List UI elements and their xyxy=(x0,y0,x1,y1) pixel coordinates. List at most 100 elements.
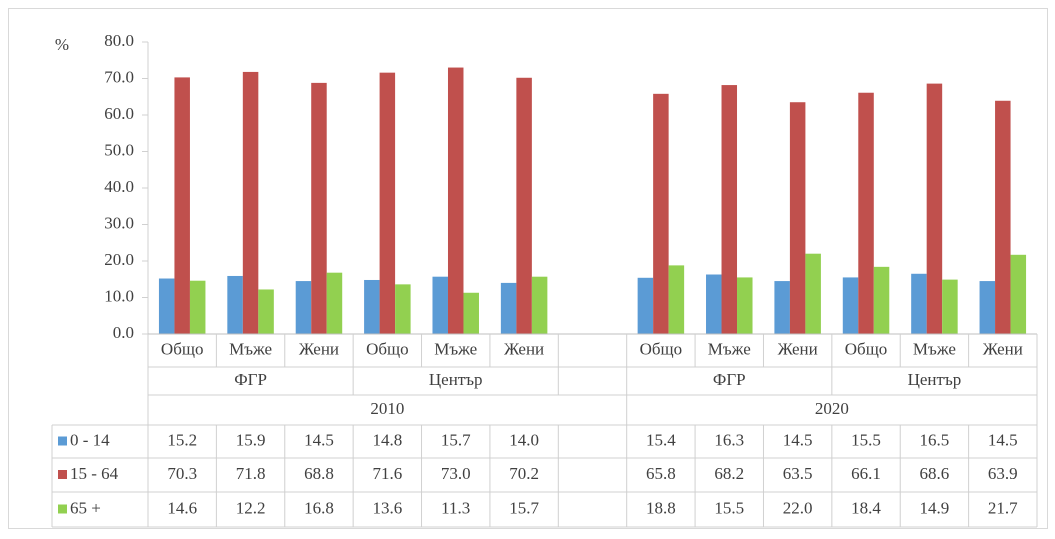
data-table-value: 70.3 xyxy=(167,464,197,483)
y-tick-label: 40.0 xyxy=(104,177,134,196)
bar xyxy=(447,67,464,335)
x-tick-label: Мъже xyxy=(434,339,477,358)
data-table-value: 16.5 xyxy=(920,430,950,449)
x-tick-label: Жени xyxy=(504,339,544,358)
group-label: Център xyxy=(429,370,483,389)
year-label: 2010 xyxy=(370,399,404,418)
bar xyxy=(516,77,532,335)
data-table-value: 14.8 xyxy=(372,430,402,449)
data-table-value: 11.3 xyxy=(441,498,470,517)
y-tick-label: 30.0 xyxy=(104,213,134,232)
data-table-value: 14.6 xyxy=(167,498,197,517)
data-table-value: 73.0 xyxy=(441,464,471,483)
data-table-value: 68.8 xyxy=(304,464,334,483)
legend-label: 15 - 64 xyxy=(70,464,119,483)
x-tick-label: Общо xyxy=(845,339,888,358)
bar xyxy=(858,92,874,334)
y-tick-label: 20.0 xyxy=(104,250,134,269)
data-table-value: 71.6 xyxy=(372,464,402,483)
x-tick-label: Общо xyxy=(640,339,683,358)
bar xyxy=(432,276,448,334)
year-label: 2020 xyxy=(815,399,849,418)
bar xyxy=(942,279,958,334)
bar xyxy=(174,77,190,334)
data-table-value: 12.2 xyxy=(236,498,266,517)
data-table-value: 63.9 xyxy=(988,464,1018,483)
bar xyxy=(842,277,859,334)
data-table-value: 15.2 xyxy=(167,430,197,449)
bar xyxy=(242,71,259,335)
bar xyxy=(227,275,243,334)
bar xyxy=(500,282,517,334)
y-tick-label: 70.0 xyxy=(104,67,134,86)
group-label: ФГР xyxy=(234,370,267,389)
bar xyxy=(873,266,890,334)
x-tick-label: Жени xyxy=(778,339,818,358)
legend-swatch xyxy=(58,436,67,446)
data-table-value: 66.1 xyxy=(851,464,881,483)
bar xyxy=(926,83,943,334)
data-table-value: 71.8 xyxy=(236,464,266,483)
bar xyxy=(311,82,327,334)
bar xyxy=(668,265,685,334)
bar xyxy=(637,277,654,334)
bar xyxy=(395,284,411,334)
data-table-value: 15.5 xyxy=(851,430,881,449)
data-table-value: 15.7 xyxy=(441,430,471,449)
bar xyxy=(158,278,175,334)
bar xyxy=(295,281,312,334)
group-label: ФГР xyxy=(713,370,746,389)
x-tick-label: Жени xyxy=(983,339,1023,358)
data-table-value: 15.4 xyxy=(646,430,676,449)
bar xyxy=(463,292,479,334)
bar xyxy=(911,273,927,334)
bar xyxy=(979,281,996,334)
bar xyxy=(774,281,790,334)
x-tick-label: Общо xyxy=(161,339,204,358)
bar xyxy=(364,279,380,334)
data-table-value: 14.9 xyxy=(920,498,950,517)
legend-swatch xyxy=(58,470,67,479)
bar xyxy=(995,100,1011,334)
bar xyxy=(805,253,821,334)
data-table-value: 16.8 xyxy=(304,498,334,517)
data-table-value: 21.7 xyxy=(988,498,1018,517)
bar xyxy=(531,276,548,334)
y-tick-label: 0.0 xyxy=(113,323,134,342)
chart-border xyxy=(8,8,1048,529)
bar xyxy=(737,277,753,334)
data-table-value: 68.2 xyxy=(714,464,744,483)
data-table-value: 14.5 xyxy=(304,430,334,449)
x-tick-label: Мъже xyxy=(913,339,956,358)
data-table-value: 13.6 xyxy=(372,498,402,517)
y-tick-label: 50.0 xyxy=(104,140,134,159)
data-table-value: 15.5 xyxy=(714,498,744,517)
data-table-value: 63.5 xyxy=(783,464,813,483)
bar xyxy=(789,102,806,334)
data-table-value: 16.3 xyxy=(714,430,744,449)
x-tick-label: Общо xyxy=(366,339,409,358)
bar xyxy=(258,289,274,334)
data-table-value: 65.8 xyxy=(646,464,676,483)
data-table-value: 18.8 xyxy=(646,498,676,517)
bar xyxy=(721,85,738,334)
legend-label: 0 - 14 xyxy=(70,430,110,449)
bar xyxy=(1010,254,1027,334)
data-table-value: 14.5 xyxy=(988,430,1018,449)
data-table-value: 70.2 xyxy=(509,464,539,483)
legend-swatch xyxy=(58,504,67,514)
bar xyxy=(706,274,722,334)
data-table-value: 18.4 xyxy=(851,498,881,517)
y-tick-label: 10.0 xyxy=(104,286,134,305)
x-tick-label: Мъже xyxy=(708,339,751,358)
group-label: Център xyxy=(908,370,962,389)
bar xyxy=(653,93,669,334)
bar xyxy=(189,280,206,334)
y-unit: % xyxy=(55,35,69,54)
legend-label: 65 + xyxy=(70,498,101,517)
bar xyxy=(379,72,396,334)
data-table-value: 15.9 xyxy=(236,430,266,449)
bar xyxy=(326,272,343,334)
data-table-value: 14.0 xyxy=(509,430,539,449)
